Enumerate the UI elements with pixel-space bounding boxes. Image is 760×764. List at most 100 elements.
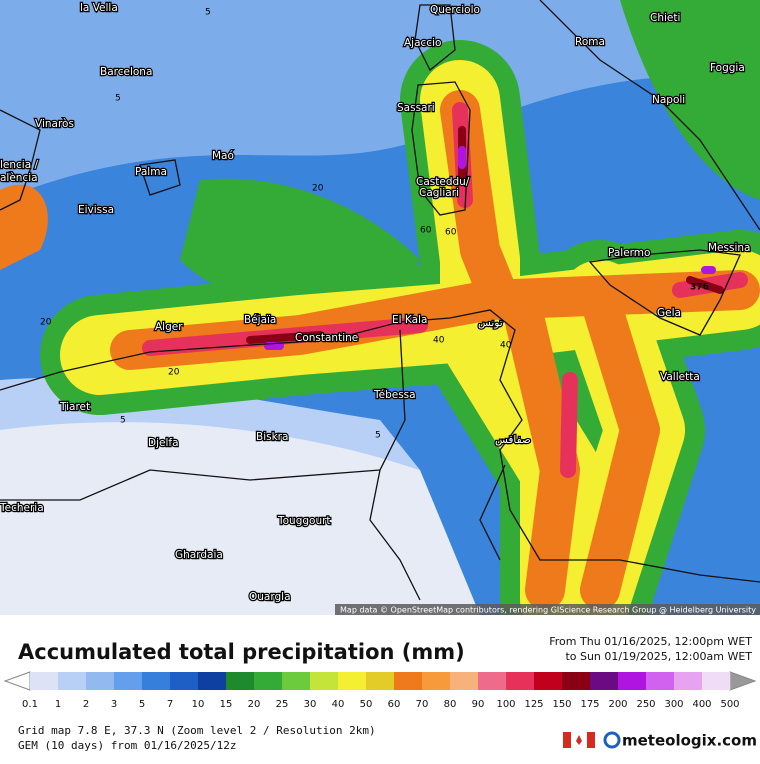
- city-label: Alger: [155, 321, 183, 333]
- city-label: Ghardaia: [175, 549, 223, 561]
- legend-swatch: [366, 672, 395, 690]
- city-label: El Kala: [392, 314, 427, 326]
- legend-swatch: [310, 672, 339, 690]
- legend-label: 25: [276, 699, 289, 710]
- city-label: Palma: [135, 166, 167, 178]
- legend-swatch: [338, 672, 367, 690]
- flag: [563, 732, 595, 748]
- contour-label: 20: [168, 368, 180, 378]
- legend-swatch: [394, 672, 423, 690]
- logo-icon: [603, 731, 621, 749]
- city-label: Constantine: [295, 332, 358, 344]
- city-label: تونس: [478, 317, 503, 329]
- date-from: From Thu 01/16/2025, 12:00pm WET: [549, 635, 752, 648]
- map: Map data © OpenStreetMap contributors, r…: [0, 0, 760, 615]
- legend-label: 7: [167, 699, 173, 710]
- city-label: Valletta: [660, 371, 700, 383]
- city-label: صفاقس: [495, 434, 531, 446]
- city-label: Napoli: [652, 94, 685, 106]
- contour-label: 5: [375, 431, 381, 441]
- legend-swatch: [702, 672, 731, 690]
- contour-label: 20: [312, 184, 324, 194]
- legend-swatch: [142, 672, 171, 690]
- legend-label: 0.1: [22, 699, 38, 710]
- city-label: alència: [0, 172, 38, 184]
- city-label: Sassari: [397, 102, 435, 114]
- brand: meteologix.com: [622, 732, 757, 750]
- legend-swatch: [674, 672, 703, 690]
- city-label: Vinaròs: [35, 118, 74, 130]
- city-label: Cagliari: [419, 187, 459, 199]
- legend-swatch: [590, 672, 619, 690]
- grid-info: Grid map 7.8 E, 37.3 N (Zoom level 2 / R…: [18, 724, 376, 737]
- city-label: Casteddu/: [416, 176, 470, 188]
- legend-swatch: [226, 672, 255, 690]
- legend-swatch: [254, 672, 283, 690]
- legend-label: 2: [83, 699, 89, 710]
- date-to: to Sun 01/19/2025, 12:00am WET: [565, 650, 752, 663]
- contour-label: 40: [500, 341, 512, 351]
- legend-label: 150: [552, 699, 571, 710]
- contour-label: 5: [120, 416, 126, 426]
- city-label: Ajaccio: [404, 37, 441, 49]
- city-label: Tébessa: [373, 389, 416, 401]
- city-label: Foggia: [710, 62, 745, 74]
- legend-label: 1: [55, 699, 61, 710]
- legend-swatch: [58, 672, 87, 690]
- legend: 0.1 1 2 3 5 7 10 15 20 25 30 40 50 60 70 80 90 100 125 150 1…: [22, 672, 740, 710]
- title: Accumulated total precipitation (mm): [18, 640, 465, 664]
- model-info: GEM (10 days) from 01/16/2025/12z: [18, 739, 237, 752]
- legend-swatch: [646, 672, 675, 690]
- city-label: Roma: [575, 36, 605, 48]
- legend-swatch: [86, 672, 115, 690]
- legend-swatch: [506, 672, 535, 690]
- city-label: Tiaret: [59, 401, 90, 413]
- legend-swatch: [30, 672, 59, 690]
- city-label: la Vella: [80, 2, 118, 14]
- legend-label: 20: [248, 699, 261, 710]
- legend-label: 40: [332, 699, 345, 710]
- contour-label: 5: [115, 94, 121, 104]
- city-label: Biskra: [256, 431, 288, 443]
- city-label: Ouargla: [249, 591, 291, 603]
- city-label: Messina: [708, 242, 750, 254]
- city-label: Palermo: [608, 247, 650, 259]
- legend-label: 70: [416, 699, 429, 710]
- city-label: Djelfa: [148, 437, 179, 449]
- contour-label: 60: [420, 226, 432, 236]
- legend-label: 30: [304, 699, 317, 710]
- legend-swatch: [534, 672, 563, 690]
- city-labels: la Vella Querciolo Chieti Ajaccio Roma Barcel…: [0, 1, 752, 605]
- contour-labels: 5 5 20 20 60 60 40 40 20 376 5 5: [40, 8, 709, 441]
- legend-label: 500: [720, 699, 739, 710]
- legend-arrow-right: [729, 671, 757, 691]
- contour-label: 376: [690, 283, 709, 293]
- legend-swatch: [478, 672, 507, 690]
- city-label: Touggourt: [277, 515, 331, 527]
- city-label: Chieti: [650, 12, 680, 24]
- legend-swatch: [170, 672, 199, 690]
- legend-arrow-left: [3, 671, 31, 691]
- legend-label: 5: [139, 699, 145, 710]
- legend-swatch: [198, 672, 227, 690]
- contour-label: 60: [445, 228, 457, 238]
- contour-label: 20: [40, 318, 52, 328]
- legend-label: 50: [360, 699, 373, 710]
- legend-label: 175: [580, 699, 599, 710]
- legend-label: 15: [220, 699, 233, 710]
- legend-swatch: [562, 672, 591, 690]
- legend-swatch: [422, 672, 451, 690]
- legend-label: 10: [192, 699, 205, 710]
- legend-label: 3: [111, 699, 117, 710]
- legend-label: 80: [444, 699, 457, 710]
- legend-swatch: [618, 672, 647, 690]
- attribution: Map data © OpenStreetMap contributors, r…: [340, 606, 756, 615]
- legend-label: 60: [388, 699, 401, 710]
- city-label: Barcelona: [100, 66, 152, 78]
- contour-label: 40: [433, 336, 445, 346]
- city-label: Maó: [212, 150, 234, 162]
- city-label: Eivissa: [78, 204, 114, 216]
- legend-swatch: [282, 672, 311, 690]
- legend-label: 200: [608, 699, 627, 710]
